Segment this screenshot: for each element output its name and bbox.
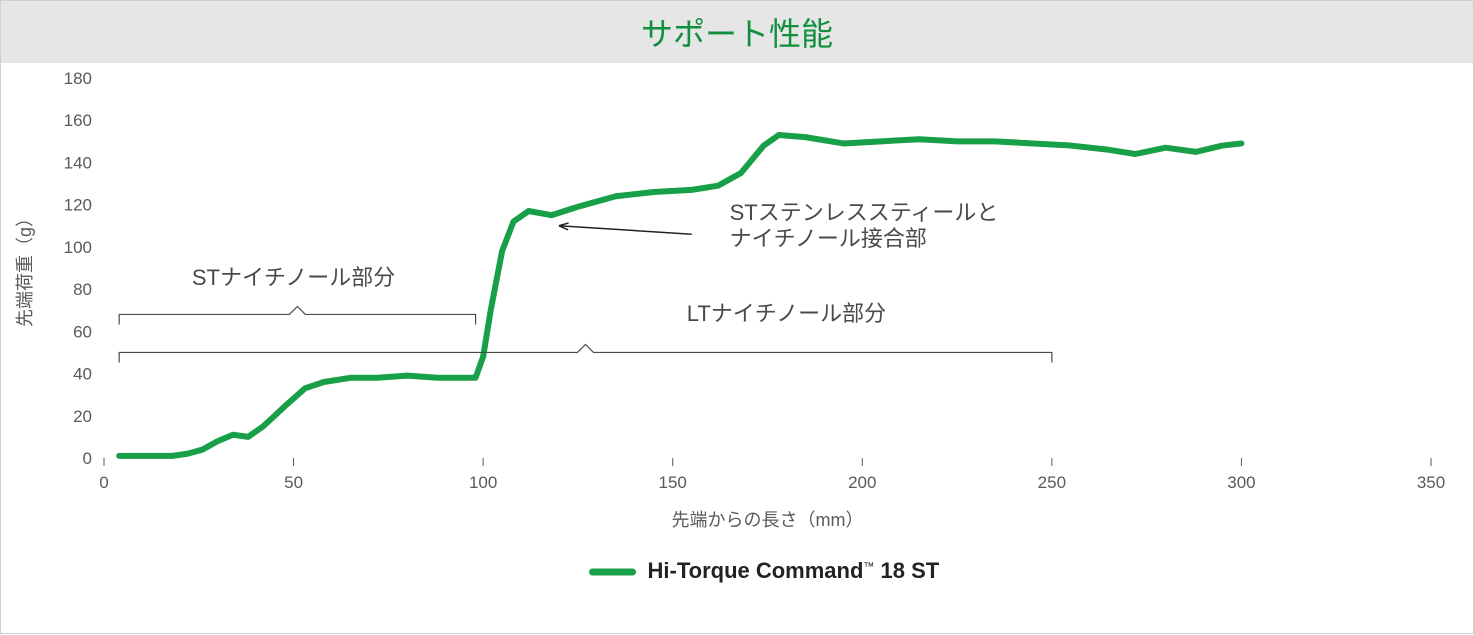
x-tick-label: 350 xyxy=(1417,473,1445,492)
bracket xyxy=(119,344,1052,362)
x-tick-label: 200 xyxy=(848,473,876,492)
annotation-arrow xyxy=(559,226,692,234)
y-tick-label: 100 xyxy=(64,238,92,257)
y-tick-label: 60 xyxy=(73,322,92,341)
x-tick-label: 300 xyxy=(1227,473,1255,492)
annotation-joint-line2: ナイチノール接合部 xyxy=(730,226,927,251)
chart-title: サポート性能 xyxy=(641,9,833,55)
y-tick-label: 80 xyxy=(73,280,92,299)
annotation-joint-line1: STステンレススティールと xyxy=(730,200,999,225)
y-tick-label: 180 xyxy=(64,69,92,88)
annotation-st-nitinol: STナイチノール部分 xyxy=(192,265,395,290)
y-tick-label: 40 xyxy=(73,365,92,384)
x-tick-label: 50 xyxy=(284,473,303,492)
chart-svg: 0 20 40 60 80 100 120 140 160 180 0 50 100 150 200 250 3… xyxy=(1,63,1474,635)
x-tick-label: 0 xyxy=(99,473,108,492)
x-tick-label: 100 xyxy=(469,473,497,492)
x-axis-label: 先端からの長さ（mm） xyxy=(672,510,864,530)
y-tick-label: 160 xyxy=(64,111,92,130)
chart-header-band: サポート性能 xyxy=(1,1,1473,63)
x-tick-label: 250 xyxy=(1038,473,1066,492)
x-tick-label: 150 xyxy=(659,473,687,492)
chart-area: 0 20 40 60 80 100 120 140 160 180 0 50 100 150 200 250 3… xyxy=(1,63,1473,635)
series-line xyxy=(119,135,1241,456)
y-tick-label: 120 xyxy=(64,196,92,215)
y-axis-label: 先端荷重（g） xyxy=(15,209,35,327)
y-tick-label: 140 xyxy=(64,153,92,172)
annotation-lt-nitinol: LTナイチノール部分 xyxy=(687,301,886,326)
bracket xyxy=(119,306,475,324)
legend-label: Hi-Torque Command™ 18 ST xyxy=(648,558,940,583)
y-tick-label: 0 xyxy=(83,449,92,468)
y-tick-label: 20 xyxy=(73,407,92,426)
